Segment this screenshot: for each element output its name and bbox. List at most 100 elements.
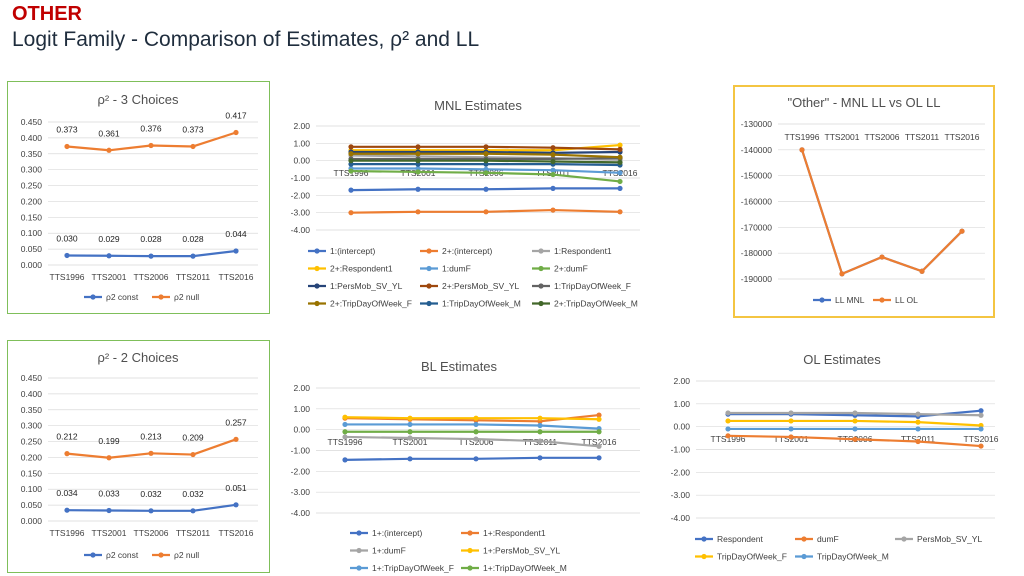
mnl-data-point xyxy=(617,170,623,176)
ol-data-point xyxy=(978,426,984,432)
rho3-data-point xyxy=(106,147,112,153)
bl-data-point xyxy=(342,421,348,428)
mnl-y-tick-label: 0.00 xyxy=(293,156,310,166)
rho3-data-label: 0.417 xyxy=(225,110,247,120)
bl-data-point xyxy=(407,429,413,435)
bl-x-tick-label: TTS2001 xyxy=(393,437,428,447)
rho3-data-point xyxy=(148,142,154,149)
rho3-y-tick-label: 0.450 xyxy=(21,117,43,127)
rho3-data-point xyxy=(148,253,154,259)
rho2-y-tick-label: 0.050 xyxy=(21,500,43,510)
rho3-legend-marker xyxy=(158,294,164,300)
page-title: Logit Family - Comparison of Estimates, … xyxy=(12,28,480,51)
rho2-data-point xyxy=(233,502,239,508)
bl-y-tick-label: -1.00 xyxy=(291,446,311,456)
rho3-legend-label: ρ2 const xyxy=(106,292,139,302)
ol-legend-marker xyxy=(801,553,807,560)
rho3-y-tick-label: 0.200 xyxy=(21,196,43,206)
bl-data-point xyxy=(537,438,543,444)
ol-data-point xyxy=(788,418,794,424)
ol-legend-label: PersMob_SV_YL xyxy=(917,534,982,544)
llcmp-data-point xyxy=(799,147,805,153)
ol-data-point xyxy=(915,411,921,417)
ol-chart-title: OL Estimates xyxy=(803,352,881,367)
mnl-legend-label: 2+:PersMob_SV_YL xyxy=(442,281,520,291)
bl-y-tick-label: 2.00 xyxy=(293,383,310,393)
rho3-data-point xyxy=(64,252,70,259)
mnl-y-tick-label: -3.00 xyxy=(291,208,311,218)
ol-data-point xyxy=(725,410,731,416)
mnl-data-point xyxy=(348,168,354,174)
llcmp-x-tick-label: TTS1996 xyxy=(785,132,820,142)
ll-panel xyxy=(733,85,995,318)
rho2-data-label: 0.257 xyxy=(225,417,247,427)
ol-y-tick-label: -2.00 xyxy=(671,467,691,477)
mnl-data-point xyxy=(550,167,556,173)
bl-y-tick-label: 1.00 xyxy=(293,404,310,414)
ol-data-point xyxy=(725,433,731,439)
mnl-data-point xyxy=(550,207,556,213)
mnl-data-point xyxy=(617,146,623,152)
ol-data-point xyxy=(852,410,858,416)
llcmp-data-point xyxy=(959,228,965,234)
ol-data-point xyxy=(725,426,731,432)
rho3-y-tick-label: 0.400 xyxy=(21,133,43,143)
mnl-data-point xyxy=(348,151,354,157)
ol-data-point xyxy=(915,426,921,432)
rho2-panel xyxy=(7,340,270,573)
bl-data-point xyxy=(407,435,413,441)
bl-data-point xyxy=(342,414,348,420)
rho3-data-point xyxy=(233,248,239,254)
rho3-data-label: 0.030 xyxy=(56,233,78,243)
bl-data-point xyxy=(342,434,348,440)
rho2-y-tick-label: 0.000 xyxy=(21,516,43,526)
rho2-data-point xyxy=(148,508,154,514)
rho2-legend-marker xyxy=(158,552,164,558)
mnl-data-point xyxy=(483,151,489,157)
mnl-data-point xyxy=(483,186,489,192)
bl-data-point xyxy=(473,456,479,462)
rho3-chart-title: ρ² - 3 Choices xyxy=(97,92,179,107)
slide-title: OTHER Logit Family - Comparison of Estim… xyxy=(12,2,479,54)
ol-x-tick-label: TTS2016 xyxy=(964,434,999,444)
ol-y-tick-label: 1.00 xyxy=(673,399,690,409)
rho3-data-label: 0.376 xyxy=(140,124,162,134)
bl-data-point xyxy=(473,429,479,435)
mnl-data-point xyxy=(550,185,556,191)
mnl-data-point xyxy=(348,187,354,193)
mnl-legend-marker xyxy=(314,300,320,307)
bl-legend-marker xyxy=(356,530,362,536)
bl-data-point xyxy=(407,421,413,428)
bl-data-point xyxy=(537,429,543,435)
rho3-y-tick-label: 0.100 xyxy=(21,228,43,238)
mnl-legend-label: 1:dumF xyxy=(442,264,471,274)
ol-data-point xyxy=(978,412,984,418)
mnl-data-point xyxy=(483,209,489,215)
bl-x-tick-label: TTS1996 xyxy=(328,437,363,447)
ol-data-point xyxy=(915,419,921,425)
ol-legend-label: TripDayOfWeek_F xyxy=(717,552,787,562)
mnl-data-point xyxy=(550,145,556,151)
rho3-y-tick-label: 0.150 xyxy=(21,212,43,222)
ol-legend-label: TripDayOfWeek_M xyxy=(817,552,889,562)
rho2-y-tick-label: 0.250 xyxy=(21,437,43,447)
rho3-panel xyxy=(7,81,270,314)
bl-data-point xyxy=(537,422,543,429)
llcmp-data-point xyxy=(839,271,845,277)
bl-legend-marker xyxy=(356,565,362,571)
rho3-x-tick-label: TTS2011 xyxy=(176,272,211,282)
bl-data-point xyxy=(342,429,348,435)
bl-legend-marker xyxy=(467,565,473,571)
llcmp-y-tick-label: -190000 xyxy=(741,274,772,284)
mnl-data-point xyxy=(415,144,421,150)
bl-legend-marker xyxy=(467,547,473,554)
mnl-y-tick-label: -4.00 xyxy=(291,225,311,235)
rho2-x-tick-label: TTS2006 xyxy=(134,528,169,538)
mnl-data-point xyxy=(550,171,556,178)
ol-x-tick-label: TTS1996 xyxy=(711,434,746,444)
rho2-data-label: 0.212 xyxy=(56,432,78,442)
rho2-x-tick-label: TTS2001 xyxy=(92,528,127,538)
llcmp-legend-marker xyxy=(879,297,885,303)
rho2-x-tick-label: TTS2016 xyxy=(219,528,254,538)
mnl-chart-title: MNL Estimates xyxy=(434,98,522,113)
